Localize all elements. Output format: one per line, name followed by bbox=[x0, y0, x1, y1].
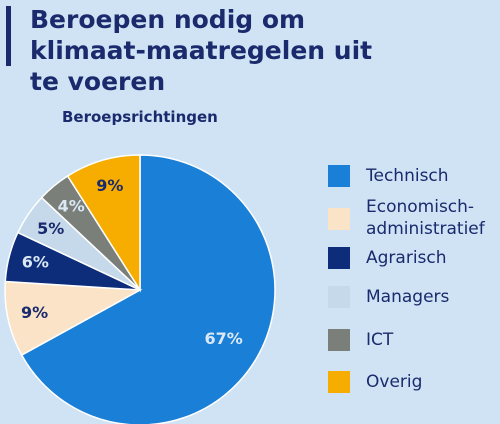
value-label: 67% bbox=[205, 329, 243, 348]
title-accent bbox=[6, 6, 11, 66]
legend-label: Agrarisch bbox=[366, 248, 447, 268]
value-label: 9% bbox=[21, 303, 48, 322]
legend-swatch bbox=[328, 286, 350, 308]
chart-subtitle: Beroepsrichtingen bbox=[62, 108, 218, 126]
value-label: 5% bbox=[37, 219, 64, 238]
legend-swatch bbox=[328, 165, 350, 187]
legend-swatch bbox=[328, 329, 350, 351]
value-label: 6% bbox=[22, 253, 49, 272]
legend-label: Technisch bbox=[366, 166, 449, 186]
chart-title: Beroepen nodig om klimaat-maatregelen ui… bbox=[30, 5, 373, 96]
pie-slice bbox=[66, 154, 141, 293]
legend-label: ICT bbox=[366, 330, 394, 350]
legend-swatch bbox=[328, 247, 350, 269]
pie-slice bbox=[20, 154, 276, 424]
legend-label: Overig bbox=[366, 372, 423, 392]
value-label: 4% bbox=[58, 196, 85, 215]
legend-swatch bbox=[328, 371, 350, 393]
value-label: 9% bbox=[96, 176, 123, 195]
legend-swatch bbox=[328, 208, 350, 230]
legend-label: Managers bbox=[366, 287, 450, 307]
legend-label: Economisch-administratief bbox=[366, 197, 485, 239]
